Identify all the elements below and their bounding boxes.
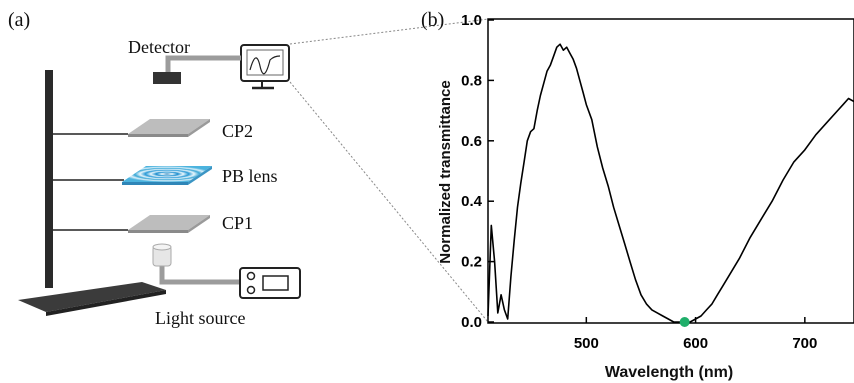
cp1-polarizer-icon [128, 215, 210, 233]
cp2-label: CP2 [222, 121, 253, 141]
zoom-line-top [289, 18, 489, 45]
panel-a: (a) Detector [8, 9, 489, 328]
optical-stand [18, 70, 166, 316]
panel-b: (b) 0.0 0.2 0.4 0.6 0.8 1.0 500 600 700 Normali… [421, 9, 854, 381]
detector-icon [153, 55, 241, 84]
y-tick-label: 0.2 [461, 254, 482, 271]
pb-lens-label: PB lens [222, 166, 278, 186]
pb-lens-icon [122, 166, 212, 185]
plot-frame [487, 18, 854, 324]
x-axis-label: Wavelength (nm) [605, 364, 733, 381]
zoom-line-bottom [289, 81, 489, 323]
cp2-polarizer-icon [128, 119, 210, 137]
detector-monitor-icon [240, 44, 290, 90]
chart: 0.0 0.2 0.4 0.6 0.8 1.0 500 600 700 Normalized … [437, 12, 854, 381]
y-tick-label: 1.0 [461, 12, 482, 29]
light-source-icon [152, 243, 301, 299]
panel-b-label: (b) [421, 9, 444, 31]
minimum-marker [679, 317, 690, 327]
x-tick-label: 700 [792, 335, 817, 352]
y-tick-label: 0.8 [461, 72, 482, 89]
y-axis-label: Normalized transmittance [437, 80, 454, 263]
panel-a-label: (a) [8, 9, 30, 31]
cp1-label: CP1 [222, 213, 253, 233]
x-tick-label: 600 [683, 335, 708, 352]
x-axis: 500 600 700 [574, 317, 817, 352]
y-tick-label: 0.6 [461, 133, 482, 150]
x-tick-label: 500 [574, 335, 599, 352]
detector-label: Detector [128, 37, 190, 57]
spectrum-line [487, 43, 854, 323]
y-axis: 0.0 0.2 0.4 0.6 0.8 1.0 [461, 12, 494, 331]
light-source-label: Light source [155, 308, 245, 328]
y-tick-label: 0.0 [461, 314, 482, 331]
y-tick-label: 0.4 [461, 193, 483, 210]
